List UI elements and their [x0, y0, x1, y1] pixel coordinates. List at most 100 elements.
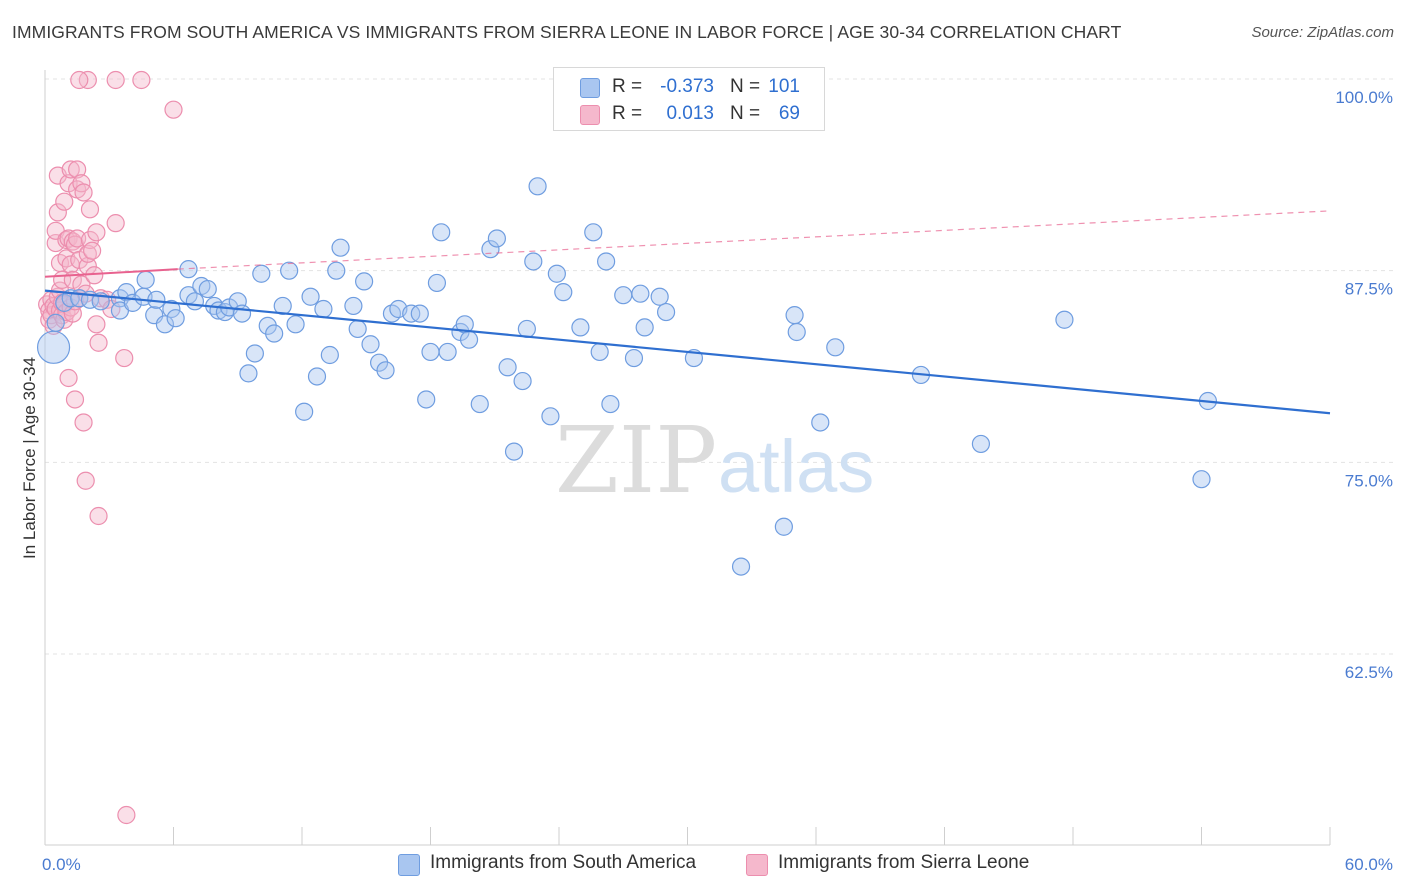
south-america-point: [731, 557, 751, 576]
south-america-point: [252, 264, 271, 283]
bottom-legend-label: Immigrants from Sierra Leone: [778, 852, 1030, 873]
x-tick-label: 0.0%: [42, 855, 81, 874]
south-america-point: [295, 402, 314, 421]
south-america-point: [301, 287, 320, 306]
sierra-leone-point: [74, 413, 93, 432]
south-america-point: [344, 296, 363, 316]
legend-swatch-pink: [580, 105, 600, 125]
sierra-leone-point: [74, 183, 93, 202]
sierra-leone-point: [48, 203, 67, 222]
sierra-leone-point: [87, 315, 106, 334]
x-tick-label: 60.0%: [1345, 855, 1393, 874]
south-america-point: [320, 345, 339, 365]
south-america-point: [590, 342, 609, 362]
sierra-leone-trend-line-solid: [44, 268, 178, 278]
sierra-leone-point: [65, 390, 85, 409]
south-america-point: [554, 283, 573, 302]
legend-swatch-blue: [580, 78, 600, 98]
south-america-point: [498, 358, 517, 377]
sierra-leone-point: [132, 70, 151, 90]
legend-r-value: -0.373: [660, 76, 714, 97]
south-america-point: [1055, 310, 1074, 329]
legend-r-value: 0.013: [666, 103, 714, 124]
south-america-point: [541, 407, 560, 426]
south-america-point: [348, 319, 367, 339]
south-america-point: [198, 279, 217, 299]
south-america-point: [232, 304, 252, 323]
sierra-leone-point: [72, 275, 91, 294]
south-america-point: [314, 299, 333, 319]
tick-labels: 100.0% 87.5% 75.0% 62.5% 0.0% 60.0%: [42, 88, 1393, 874]
south-america-point: [273, 296, 292, 316]
south-america-point: [307, 367, 327, 386]
south-america-point: [239, 364, 258, 383]
sierra-leone-point: [164, 100, 183, 119]
sierra-leone-point: [61, 160, 80, 179]
south-america-point: [470, 394, 489, 414]
sierra-leone-point: [55, 192, 74, 211]
south-america-trend-line: [44, 289, 1331, 415]
south-america-point: [528, 177, 547, 196]
south-america-point: [1192, 470, 1211, 489]
legend-n-value: 69: [778, 103, 800, 124]
south-america-point: [624, 348, 644, 368]
south-america-point: [524, 252, 543, 271]
sierra-leone-point: [89, 333, 108, 352]
south-america-point: [504, 442, 524, 461]
south-america-point: [517, 319, 536, 339]
correlation-legend: R = -0.373 N = 101 R = 0.013 N = 69: [553, 67, 825, 131]
series-sierra-leone-points: [38, 70, 183, 825]
south-america-point: [597, 252, 616, 271]
sierra-leone-point: [80, 200, 100, 219]
sierra-leone-point: [89, 506, 108, 526]
south-america-point: [361, 335, 380, 354]
bottom-legend-swatch-blue: [398, 854, 420, 876]
y-tick-label: 87.5%: [1345, 280, 1393, 299]
south-america-point: [410, 304, 429, 323]
south-america-point: [774, 517, 793, 536]
bottom-legend-swatch-pink: [746, 854, 768, 876]
south-america-point: [166, 309, 185, 328]
south-america-point: [432, 223, 451, 242]
trend-lines: [44, 210, 1331, 415]
bottom-legend-label: Immigrants from South America: [430, 852, 697, 873]
south-america-point: [571, 318, 590, 337]
sierra-leone-point: [70, 70, 89, 90]
watermark: ZIP atlas: [555, 407, 874, 514]
south-america-point: [427, 273, 447, 293]
sierra-leone-point: [76, 471, 95, 490]
south-america-point: [421, 342, 440, 362]
south-america-point: [513, 371, 532, 391]
sierra-leone-trend-line-dashed: [177, 210, 1331, 270]
south-america-point: [417, 390, 436, 409]
y-tick-label: 75.0%: [1345, 471, 1393, 490]
sierra-leone-point: [106, 214, 125, 233]
south-america-point: [280, 261, 299, 280]
legend-r-label: R =: [612, 76, 643, 97]
south-america-point: [650, 287, 669, 306]
south-america-point: [155, 315, 175, 334]
south-america-point: [355, 272, 374, 291]
south-america-point: [631, 284, 650, 303]
source-credit: Source: ZipAtlas.com: [1251, 24, 1394, 41]
south-america-point: [46, 313, 65, 332]
south-america-point: [117, 283, 136, 302]
chart-title: IMMIGRANTS FROM SOUTH AMERICA VS IMMIGRA…: [12, 22, 1122, 42]
south-america-point: [265, 324, 284, 343]
legend-r-label: R =: [612, 103, 643, 124]
south-america-point: [438, 342, 457, 362]
south-america-point: [136, 270, 155, 289]
legend-n-label: N =: [730, 103, 761, 124]
south-america-point: [376, 361, 395, 380]
south-america-point: [162, 299, 181, 319]
south-america-point: [185, 292, 205, 311]
south-america-point: [487, 229, 506, 248]
y-axis-title: In Labor Force | Age 30-34: [20, 357, 39, 559]
south-america-point: [635, 318, 654, 337]
sierra-leone-point: [59, 368, 78, 388]
south-america-point: [286, 315, 305, 334]
y-tick-label: 100.0%: [1335, 88, 1393, 107]
sierra-leone-point: [115, 348, 134, 368]
sierra-leone-point: [117, 805, 136, 825]
